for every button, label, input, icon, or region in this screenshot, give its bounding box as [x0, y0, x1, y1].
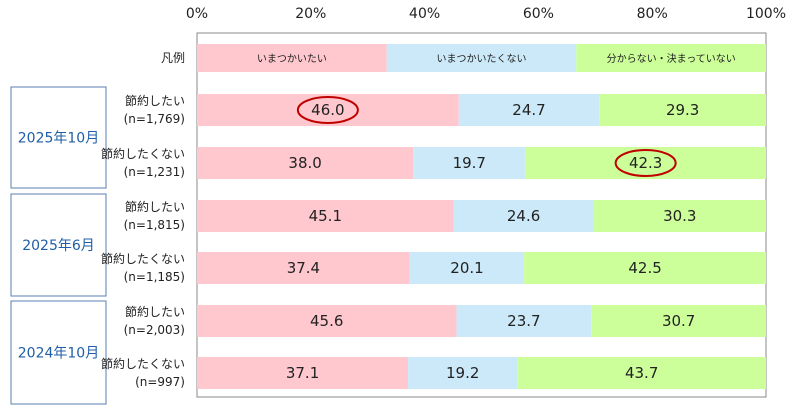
legend-entry: いまつかいたくない: [437, 53, 527, 65]
bar-segment: [591, 305, 766, 337]
bar-segment: [409, 252, 525, 284]
highlight-circle: [614, 149, 677, 177]
bar-value-label: 45.1: [309, 207, 342, 225]
x-tick-label: 80%: [637, 6, 668, 22]
row-sample-size: (n=1,231): [124, 165, 185, 179]
legend-label: 凡例: [161, 51, 185, 65]
bar-segment: [197, 200, 454, 232]
bar-value-label: 20.1: [450, 259, 483, 277]
bar-value-label: 19.7: [453, 154, 486, 172]
bar-segment: [197, 94, 459, 126]
group-label-box: [10, 300, 107, 405]
bar-value-label: 30.7: [662, 312, 695, 330]
group-label: 2025年6月: [22, 238, 95, 254]
bar-value-label: 24.6: [507, 207, 540, 225]
x-tick-label: 40%: [409, 6, 440, 22]
legend-swatch: [386, 44, 577, 72]
bar-value-label: 30.3: [663, 207, 696, 225]
row-sample-size: (n=997): [135, 375, 185, 389]
legend-swatch: [576, 44, 766, 72]
bar-segment: [456, 305, 592, 337]
x-tick-label: 20%: [295, 6, 326, 22]
bar-segment: [593, 200, 766, 232]
row-sample-size: (n=1,815): [124, 218, 185, 232]
row-sample-size: (n=1,769): [124, 112, 185, 126]
bar-value-label: 37.4: [287, 259, 320, 277]
row-label: 節約したい: [125, 199, 185, 214]
row-label: 節約したい: [125, 93, 185, 108]
bar-value-label: 38.0: [288, 154, 321, 172]
row-sample-size: (n=1,185): [124, 270, 185, 284]
row-label: 節約したくない: [101, 356, 185, 371]
bar-segment: [197, 357, 409, 389]
x-tick-label: 0%: [186, 6, 208, 22]
group-label-box: [10, 193, 107, 297]
bar-value-label: 42.5: [628, 259, 661, 277]
bar-value-label: 42.3: [629, 154, 662, 172]
x-tick-label: 100%: [746, 6, 786, 22]
legend-entry: 分からない・決まっていない: [607, 53, 736, 65]
bar-segment: [599, 94, 766, 126]
bar-value-label: 29.3: [666, 101, 699, 119]
group-label-box: [10, 86, 107, 189]
x-tick-label: 60%: [523, 6, 554, 22]
bar-value-label: 46.0: [311, 101, 344, 119]
bar-segment: [197, 252, 410, 284]
bar-value-label: 43.7: [625, 364, 658, 382]
bar-value-label: 37.1: [286, 364, 319, 382]
row-label: 節約したくない: [101, 146, 185, 161]
bar-value-label: 45.6: [310, 312, 343, 330]
bar-segment: [197, 305, 457, 337]
row-label: 節約したい: [125, 304, 185, 319]
bar-segment: [453, 200, 594, 232]
bar-segment: [408, 357, 518, 389]
bar-segment: [525, 147, 766, 179]
legend-swatch: [197, 44, 387, 72]
row-sample-size: (n=2,003): [124, 323, 185, 337]
bar-value-label: 24.7: [512, 101, 545, 119]
row-label: 節約したくない: [101, 251, 185, 266]
bar-segment: [517, 357, 766, 389]
bar-value-label: 23.7: [507, 312, 540, 330]
highlight-circle: [296, 96, 359, 124]
bar-segment: [413, 147, 526, 179]
bar-segment: [524, 252, 766, 284]
group-label: 2025年10月: [18, 131, 99, 147]
bar-segment: [197, 147, 414, 179]
group-label: 2024年10月: [18, 346, 99, 362]
bar-value-label: 19.2: [446, 364, 479, 382]
bar-segment: [458, 94, 600, 126]
legend-entry: いまつかいたい: [257, 53, 327, 65]
